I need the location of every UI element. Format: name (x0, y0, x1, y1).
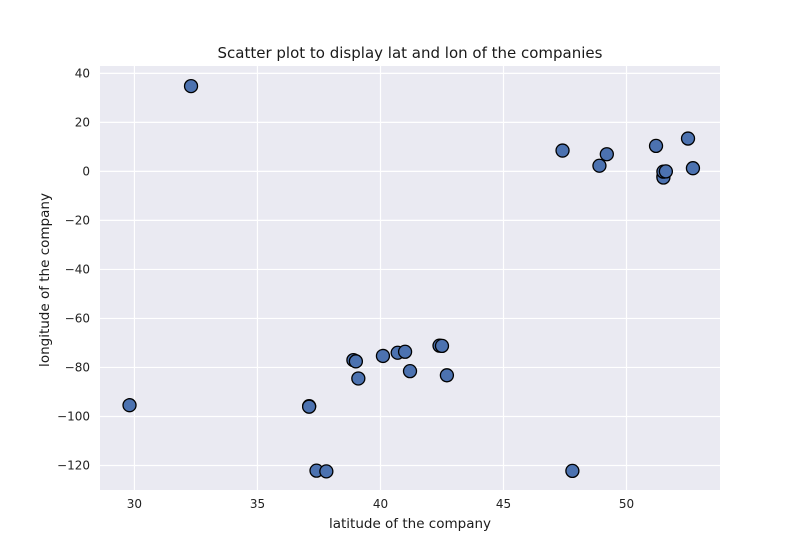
plot-area (100, 66, 720, 490)
y-tick-label: 40 (75, 66, 90, 80)
grid-lines (100, 66, 720, 490)
data-point (648, 138, 664, 154)
x-tick-label: 50 (619, 497, 634, 511)
y-tick-label: −60 (65, 311, 90, 325)
chart-title: Scatter plot to display lat and lon of t… (218, 44, 603, 62)
data-point (397, 344, 413, 359)
data-point (301, 399, 317, 414)
data-point (183, 78, 199, 94)
data-point (685, 161, 701, 176)
data-point (599, 147, 614, 162)
data-point (439, 368, 455, 383)
y-tick-label: 20 (75, 115, 90, 129)
data-point (555, 143, 570, 158)
data-point (319, 464, 334, 479)
data-point (402, 363, 418, 379)
y-tick-label: 0 (82, 164, 90, 178)
y-tick-label: −120 (57, 458, 90, 472)
data-point (351, 371, 366, 386)
y-tick-label: −100 (57, 409, 90, 423)
x-tick-label: 45 (496, 497, 511, 511)
y-tick-label: −40 (65, 262, 90, 276)
x-tick-label: 30 (127, 497, 142, 511)
data-point (592, 158, 607, 173)
data-point (658, 164, 674, 179)
y-axis-label: longitude of the company (37, 193, 53, 367)
data-point (565, 463, 580, 479)
y-tick-label: −80 (65, 360, 90, 374)
data-point (348, 354, 364, 369)
data-point (434, 338, 450, 354)
data-point (680, 131, 696, 146)
data-point (122, 398, 137, 413)
x-axis-label: latitude of the company (329, 516, 491, 532)
tick-labels: 30 35 40 45 50 40 20 0 −20 −40 −60 −80 −100 −120 (57, 66, 634, 511)
y-tick-label: −20 (65, 213, 90, 227)
data-points (122, 78, 701, 479)
x-tick-label: 35 (250, 497, 265, 511)
data-point (375, 348, 391, 364)
x-tick-label: 40 (373, 497, 388, 511)
